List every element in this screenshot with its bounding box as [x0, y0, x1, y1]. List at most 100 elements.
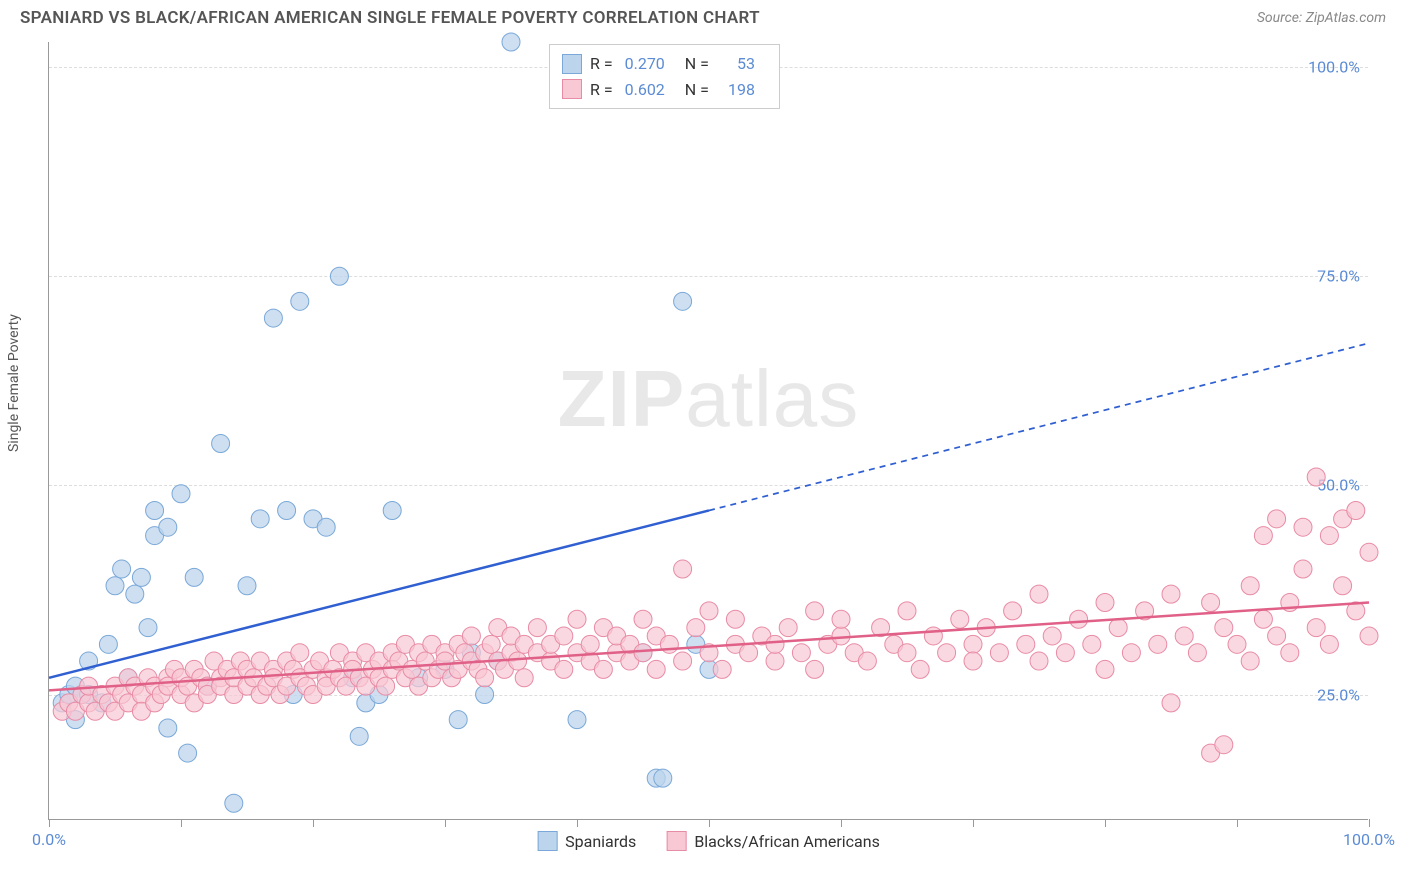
scatter-point [264, 309, 282, 327]
scatter-point [482, 635, 500, 653]
scatter-point [1294, 560, 1312, 578]
x-tick [841, 819, 842, 827]
legend-row: R =0.602N =198 [562, 77, 767, 103]
scatter-point [1334, 577, 1352, 595]
scatter-point [1202, 593, 1220, 611]
scatter-point [159, 518, 177, 536]
scatter-point [350, 727, 368, 745]
legend-swatch [666, 831, 686, 851]
scatter-point [1188, 644, 1206, 662]
legend-item: Blacks/African Americans [666, 831, 880, 851]
scatter-point [674, 292, 692, 310]
scatter-point [594, 660, 612, 678]
scatter-point [106, 577, 124, 595]
scatter-point [806, 660, 824, 678]
scatter-point [713, 660, 731, 678]
scatter-point [1281, 644, 1299, 662]
scatter-point [212, 435, 230, 453]
scatter-point [1109, 619, 1127, 637]
legend-item: Spaniards [537, 831, 636, 851]
scatter-point [1043, 627, 1061, 645]
scatter-point [1070, 610, 1088, 628]
scatter-point [1056, 644, 1074, 662]
scatter-point [1254, 527, 1272, 545]
legend-r-label: R = [590, 51, 613, 77]
scatter-point [779, 619, 797, 637]
scatter-point [476, 669, 494, 687]
scatter-point [1149, 635, 1167, 653]
scatter-point [938, 644, 956, 662]
scatter-point [291, 644, 309, 662]
scatter-point [1307, 619, 1325, 637]
scatter-point [792, 644, 810, 662]
scatter-point [1096, 660, 1114, 678]
scatter-point [476, 686, 494, 704]
legend-label: Spaniards [565, 832, 636, 851]
x-tick [1237, 819, 1238, 827]
scatter-point [964, 652, 982, 670]
scatter-point [581, 635, 599, 653]
scatter-point [1030, 652, 1048, 670]
legend-swatch [562, 54, 582, 74]
scatter-point [555, 660, 573, 678]
scatter-point [146, 501, 164, 519]
x-tick [313, 819, 314, 827]
scatter-point [700, 602, 718, 620]
scatter-point [1122, 644, 1140, 662]
scatter-point [911, 660, 929, 678]
chart-source: Source: ZipAtlas.com [1257, 10, 1386, 26]
scatter-point [634, 644, 652, 662]
legend-r-value: 0.602 [625, 77, 665, 103]
scatter-point [383, 501, 401, 519]
scatter-point [132, 568, 150, 586]
x-tick [1369, 819, 1370, 827]
chart-title: SPANIARD VS BLACK/AFRICAN AMERICAN SINGL… [20, 8, 760, 28]
legend-label: Blacks/African Americans [694, 832, 880, 851]
scatter-point [377, 677, 395, 695]
scatter-point [687, 619, 705, 637]
legend-swatch [537, 831, 557, 851]
scatter-point [139, 619, 157, 637]
legend-r-label: R = [590, 77, 613, 103]
scatter-point [634, 610, 652, 628]
series-legend: Spaniards Blacks/African Americans [537, 831, 880, 851]
scatter-point [726, 610, 744, 628]
scatter-point [528, 619, 546, 637]
scatter-point [674, 652, 692, 670]
scatter-point [1360, 627, 1378, 645]
plot-area: ZIPatlas 25.0%50.0%75.0%100.0% 0.0%100.0… [48, 42, 1368, 820]
scatter-point [654, 769, 672, 787]
scatter-point [330, 267, 348, 285]
scatter-point [832, 610, 850, 628]
x-tick [973, 819, 974, 827]
scatter-point [179, 744, 197, 762]
scatter-point [1347, 501, 1365, 519]
scatter-point [317, 518, 335, 536]
scatter-point [674, 560, 692, 578]
scatter-point [766, 635, 784, 653]
scatter-point [126, 585, 144, 603]
correlation-legend: R =0.270N =53R =0.602N =198 [549, 44, 780, 109]
legend-r-value: 0.270 [625, 51, 665, 77]
x-tick-label: 100.0% [1343, 830, 1395, 849]
scatter-point [509, 652, 527, 670]
scatter-point [806, 602, 824, 620]
scatter-point [449, 711, 467, 729]
scatter-point [251, 510, 269, 528]
scatter-point [1162, 585, 1180, 603]
scatter-point [99, 635, 117, 653]
legend-swatch [562, 79, 582, 99]
scatter-point [766, 652, 784, 670]
scatter-point [502, 33, 520, 51]
scatter-point [113, 560, 131, 578]
scatter-point [647, 660, 665, 678]
scatter-point [1254, 610, 1272, 628]
scatter-point [278, 501, 296, 519]
scatter-point [238, 577, 256, 595]
y-axis-label: Single Female Poverty [6, 314, 22, 452]
scatter-point [1215, 619, 1233, 637]
scatter-point [1017, 635, 1035, 653]
scatter-point [172, 485, 190, 503]
scatter-point [1215, 736, 1233, 754]
scatter-point [555, 627, 573, 645]
